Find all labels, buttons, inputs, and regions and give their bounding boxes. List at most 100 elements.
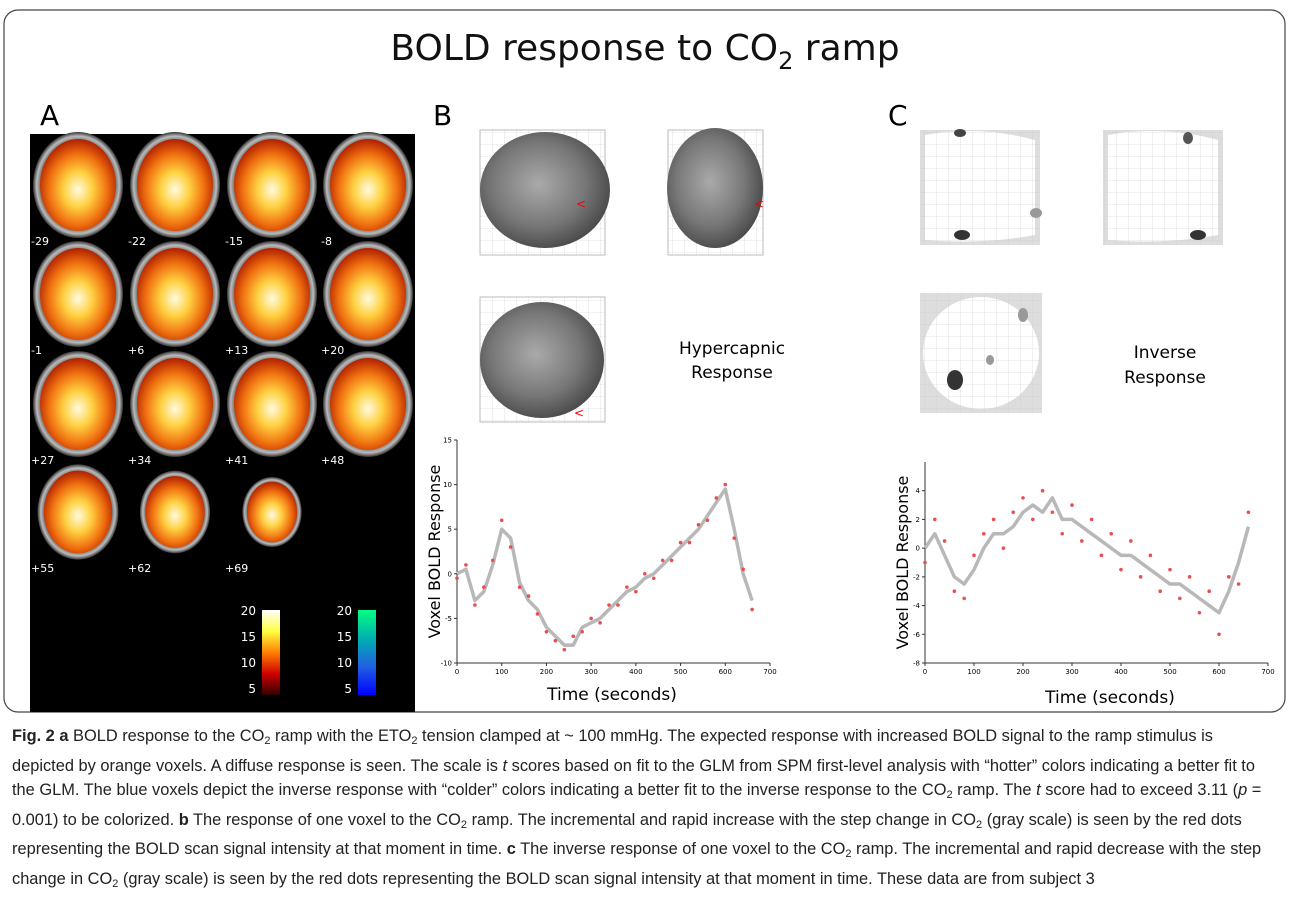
y-axis-label: Voxel BOLD Response (893, 476, 912, 650)
data-point (1109, 531, 1113, 536)
slice-label: -1 (31, 344, 42, 357)
activation-map (330, 139, 406, 231)
activation-map (40, 248, 116, 340)
colorbar-tick-label: 10 (337, 656, 352, 670)
panel-label: A (40, 99, 59, 132)
y-tick-label: 15 (443, 437, 452, 445)
data-point (962, 596, 966, 601)
x-tick-label: 400 (629, 668, 642, 676)
caption-run: BOLD response to the CO (68, 727, 265, 745)
x-tick-label: 500 (674, 668, 687, 676)
fit-line (923, 496, 1251, 615)
data-point (598, 621, 602, 625)
activation-map (43, 470, 113, 554)
svg-text:<: < (576, 197, 586, 211)
data-point (1227, 575, 1231, 579)
x-tick-label: 200 (1016, 668, 1029, 676)
activation-map (137, 358, 213, 450)
data-point (1168, 567, 1172, 572)
x-axis-label: Time (seconds) (1044, 688, 1175, 708)
slice-label: +62 (128, 562, 151, 575)
caption-run: c (506, 840, 516, 858)
x-tick-label: 100 (967, 668, 980, 676)
slice-label: -15 (225, 235, 243, 248)
brain-views-b: < < < (479, 128, 764, 423)
caption-run: score had to exceed 3.11 ( (1040, 781, 1239, 799)
data-point (553, 638, 558, 643)
data-point (1207, 589, 1211, 594)
data-point (1138, 575, 1143, 579)
data-point (482, 585, 486, 589)
data-point (687, 540, 692, 545)
caption-run: ramp. The incremental and rapid increase… (467, 810, 977, 829)
caption-run: ramp with the ETO (270, 727, 412, 745)
data-point (535, 612, 540, 616)
data-point (508, 545, 513, 549)
data-point (1011, 510, 1015, 515)
annotation: Hypercapnic (679, 339, 785, 359)
svg-text:<: < (574, 406, 584, 420)
data-point (972, 553, 976, 558)
data-point (1187, 575, 1192, 579)
y-axis-label: Voxel BOLD Response (425, 465, 444, 639)
caption-run: 2 (946, 789, 953, 801)
caption-run: t (502, 756, 508, 775)
data-point (643, 572, 647, 576)
slice-label: +48 (321, 454, 344, 467)
x-tick-label: 200 (540, 668, 553, 676)
caption-run: tension clamped at ~ 100 mmHg. The expec… (12, 727, 1213, 775)
activation-map (234, 139, 310, 231)
data-point (1089, 517, 1094, 522)
y-tick-label: -10 (441, 660, 452, 668)
slice-label: +6 (128, 344, 144, 357)
activation-map (246, 481, 298, 543)
data-point (625, 585, 629, 589)
data-point (723, 482, 728, 487)
data-point (1080, 539, 1084, 543)
annotation: Response (691, 363, 773, 383)
colorbar (262, 610, 280, 695)
slice-label: +34 (128, 454, 151, 467)
data-point (634, 589, 638, 594)
data-point (651, 576, 656, 581)
annotation: Response (1124, 368, 1206, 388)
caption-run: Fig. 2 a (12, 727, 69, 745)
slice-label: +69 (225, 562, 248, 575)
data-point (607, 603, 611, 607)
caption-run: 2 (976, 818, 983, 831)
glass-brains-c (920, 129, 1223, 413)
data-point (982, 531, 986, 536)
slice-label: -29 (31, 235, 49, 248)
data-point (455, 576, 459, 581)
colorbar-tick-label: 5 (344, 682, 352, 696)
x-tick-label: 300 (584, 668, 597, 676)
data-point (473, 603, 477, 607)
slice-label: +13 (225, 344, 248, 357)
y-tick-label: 4 (916, 487, 921, 495)
y-tick-label: 0 (916, 545, 920, 553)
data-point (714, 496, 719, 500)
data-point (678, 540, 683, 545)
slice-label: +41 (225, 454, 248, 467)
x-tick-label: 400 (1114, 668, 1127, 676)
data-point (1158, 589, 1162, 594)
activation-map (137, 139, 213, 231)
y-tick-label: 10 (443, 481, 452, 489)
data-point (741, 567, 745, 572)
data-point (1148, 553, 1153, 558)
x-tick-label: 0 (455, 668, 459, 676)
slice-label: -8 (321, 235, 332, 248)
data-point (933, 517, 937, 522)
figure-border (3, 9, 1286, 713)
data-point (580, 629, 584, 634)
data-point (1099, 553, 1104, 558)
caption-run: (gray scale) is seen by the red dots rep… (12, 810, 1242, 859)
y-tick-label: 5 (448, 526, 452, 534)
annotation: Inverse (1134, 343, 1197, 363)
caption-run: The response of one voxel to the CO (188, 810, 461, 829)
activation-map (234, 248, 310, 340)
colorbar-tick-label: 10 (241, 656, 256, 670)
data-point (499, 518, 504, 523)
caption-run: scores based on fit to the GLM from SPM … (12, 756, 1255, 800)
